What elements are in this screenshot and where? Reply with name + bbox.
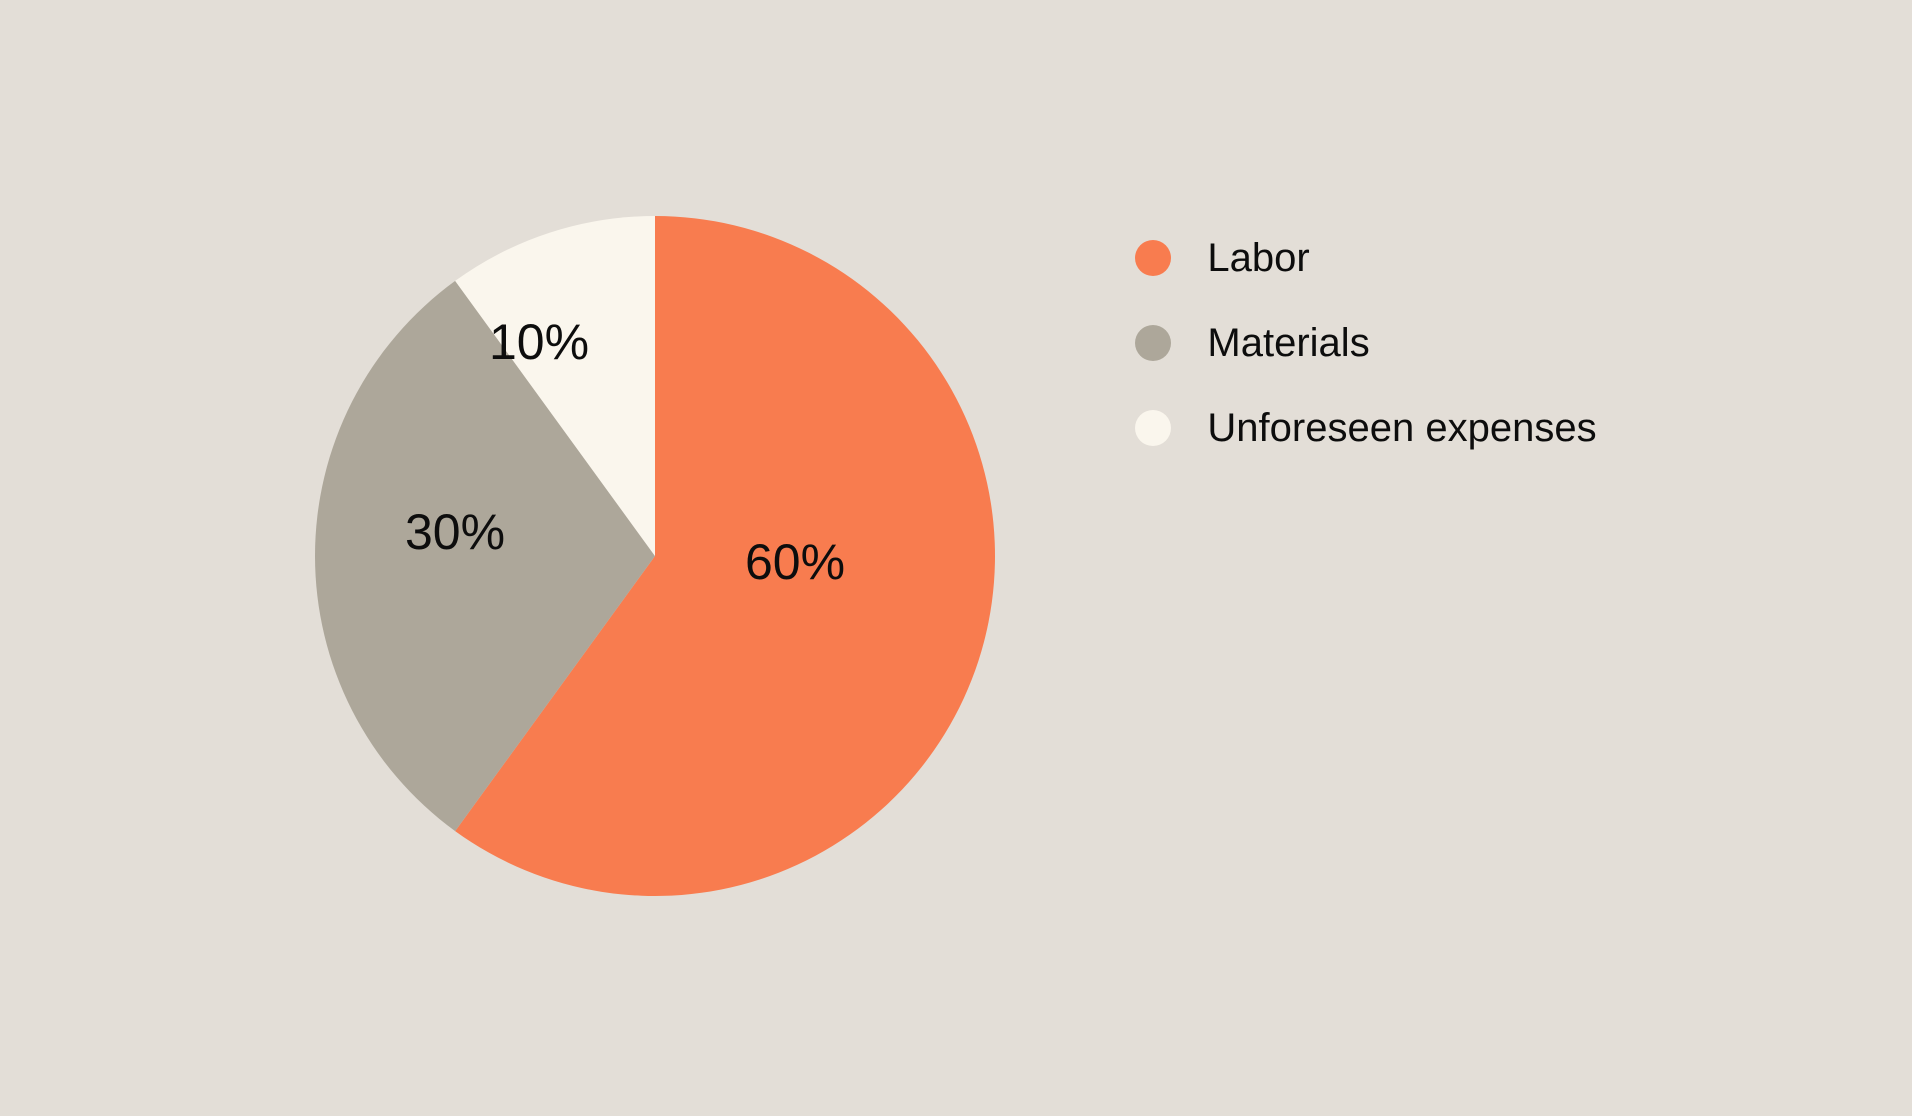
legend-label-2: Unforeseen expenses <box>1207 406 1596 451</box>
legend-label-0: Labor <box>1207 236 1309 281</box>
legend-item-2: Unforeseen expenses <box>1135 406 1596 451</box>
pie-chart: 60% 30% 10% <box>315 216 995 901</box>
pie-chart-container: 60% 30% 10% Labor Materials Unforeseen expen… <box>195 96 1716 1021</box>
legend-swatch-0 <box>1135 240 1171 276</box>
legend-swatch-1 <box>1135 325 1171 361</box>
pie-legend: Labor Materials Unforeseen expenses <box>1135 216 1596 451</box>
legend-item-1: Materials <box>1135 321 1596 366</box>
legend-label-1: Materials <box>1207 321 1369 366</box>
legend-swatch-2 <box>1135 410 1171 446</box>
slice-label-0: 60% <box>745 534 845 590</box>
slice-label-1: 30% <box>405 504 505 560</box>
pie-svg: 60% 30% 10% <box>315 216 995 896</box>
slice-label-2: 10% <box>489 314 589 370</box>
legend-item-0: Labor <box>1135 236 1596 281</box>
